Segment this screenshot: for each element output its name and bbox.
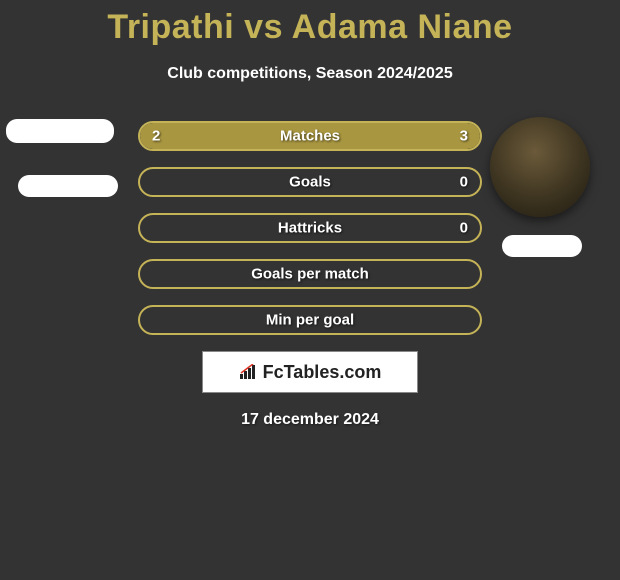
player-left-name-pill-2 (18, 175, 118, 197)
comparison-chart: Matches23Goals0Hattricks0Goals per match… (0, 121, 620, 335)
stat-label: Hattricks (140, 220, 480, 237)
stat-row-hattricks: Hattricks0 (138, 213, 482, 243)
player-left-name-pill (6, 119, 114, 143)
stat-label: Matches (140, 128, 480, 145)
stat-value-right: 3 (460, 128, 468, 145)
stat-value-left: 2 (152, 128, 160, 145)
stat-label: Min per goal (140, 312, 480, 329)
logo-box: FcTables.com (202, 351, 418, 393)
date-label: 17 december 2024 (0, 411, 620, 429)
player-left-block (6, 117, 118, 197)
page-subtitle: Club competitions, Season 2024/2025 (0, 65, 620, 83)
stat-label: Goals (140, 174, 480, 191)
stat-row-goals: Goals0 (138, 167, 482, 197)
page-title: Tripathi vs Adama Niane (0, 0, 620, 47)
stat-value-right: 0 (460, 174, 468, 191)
stat-label: Goals per match (140, 266, 480, 283)
stat-row-min-per-goal: Min per goal (138, 305, 482, 335)
player-right-block (490, 117, 590, 257)
logo: FcTables.com (239, 362, 382, 383)
stat-value-right: 0 (460, 220, 468, 237)
logo-text: FcTables.com (263, 362, 382, 383)
stat-row-matches: Matches2 3 (138, 121, 482, 151)
player-right-name-pill (502, 235, 582, 257)
stat-row-goals-per-match: Goals per match (138, 259, 482, 289)
chart-icon (239, 364, 259, 380)
stat-bars: Matches23Goals0Hattricks0Goals per match… (138, 121, 482, 335)
player-right-avatar (490, 117, 590, 217)
